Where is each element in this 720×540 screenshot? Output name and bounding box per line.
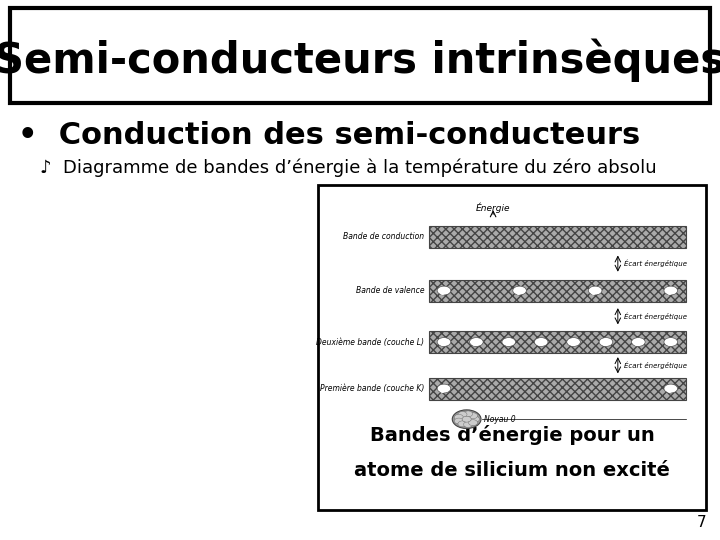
Circle shape xyxy=(599,338,613,347)
Bar xyxy=(318,185,706,510)
Circle shape xyxy=(452,410,481,428)
Circle shape xyxy=(437,384,451,393)
Text: Bande de conduction: Bande de conduction xyxy=(343,232,424,241)
Circle shape xyxy=(664,286,678,295)
Bar xyxy=(429,331,686,353)
Circle shape xyxy=(534,338,548,347)
Text: Énergie: Énergie xyxy=(476,202,510,213)
Circle shape xyxy=(469,413,477,418)
Text: ♪  Diagramme de bandes d’énergie à la température du zéro absolu: ♪ Diagramme de bandes d’énergie à la tem… xyxy=(40,159,657,177)
Circle shape xyxy=(469,420,477,426)
Circle shape xyxy=(588,286,602,295)
Bar xyxy=(429,226,686,248)
Circle shape xyxy=(513,286,526,295)
Text: Noyau 0: Noyau 0 xyxy=(484,415,516,424)
Circle shape xyxy=(454,418,464,424)
Circle shape xyxy=(502,338,516,347)
Circle shape xyxy=(470,416,480,422)
Circle shape xyxy=(454,414,464,420)
Text: Bande de valence: Bande de valence xyxy=(356,286,424,295)
Circle shape xyxy=(664,338,678,347)
Circle shape xyxy=(458,421,467,427)
Text: Écart énergétique: Écart énergétique xyxy=(624,313,686,320)
Circle shape xyxy=(437,286,451,295)
Circle shape xyxy=(469,338,483,347)
Circle shape xyxy=(464,411,472,417)
Text: Bandes d’énergie pour un: Bandes d’énergie pour un xyxy=(369,425,654,445)
Circle shape xyxy=(664,384,678,393)
Circle shape xyxy=(458,411,467,417)
Text: Écart énergétique: Écart énergétique xyxy=(624,361,686,369)
Text: Semi-conducteurs intrinsèques: Semi-conducteurs intrinsèques xyxy=(0,38,720,82)
Bar xyxy=(429,377,686,400)
Text: Écart énergétique: Écart énergétique xyxy=(624,260,686,267)
Text: atome de silicium non excité: atome de silicium non excité xyxy=(354,461,670,480)
Circle shape xyxy=(437,338,451,347)
Circle shape xyxy=(567,338,580,347)
Circle shape xyxy=(631,338,645,347)
Bar xyxy=(10,8,710,103)
Circle shape xyxy=(462,416,471,422)
Circle shape xyxy=(464,422,472,428)
Text: Première bande (couche K): Première bande (couche K) xyxy=(320,384,424,393)
Text: •  Conduction des semi-conducteurs: • Conduction des semi-conducteurs xyxy=(18,120,640,150)
Text: 7: 7 xyxy=(696,515,706,530)
Text: Deuxième bande (couche L): Deuxième bande (couche L) xyxy=(316,338,424,347)
Bar xyxy=(429,280,686,301)
